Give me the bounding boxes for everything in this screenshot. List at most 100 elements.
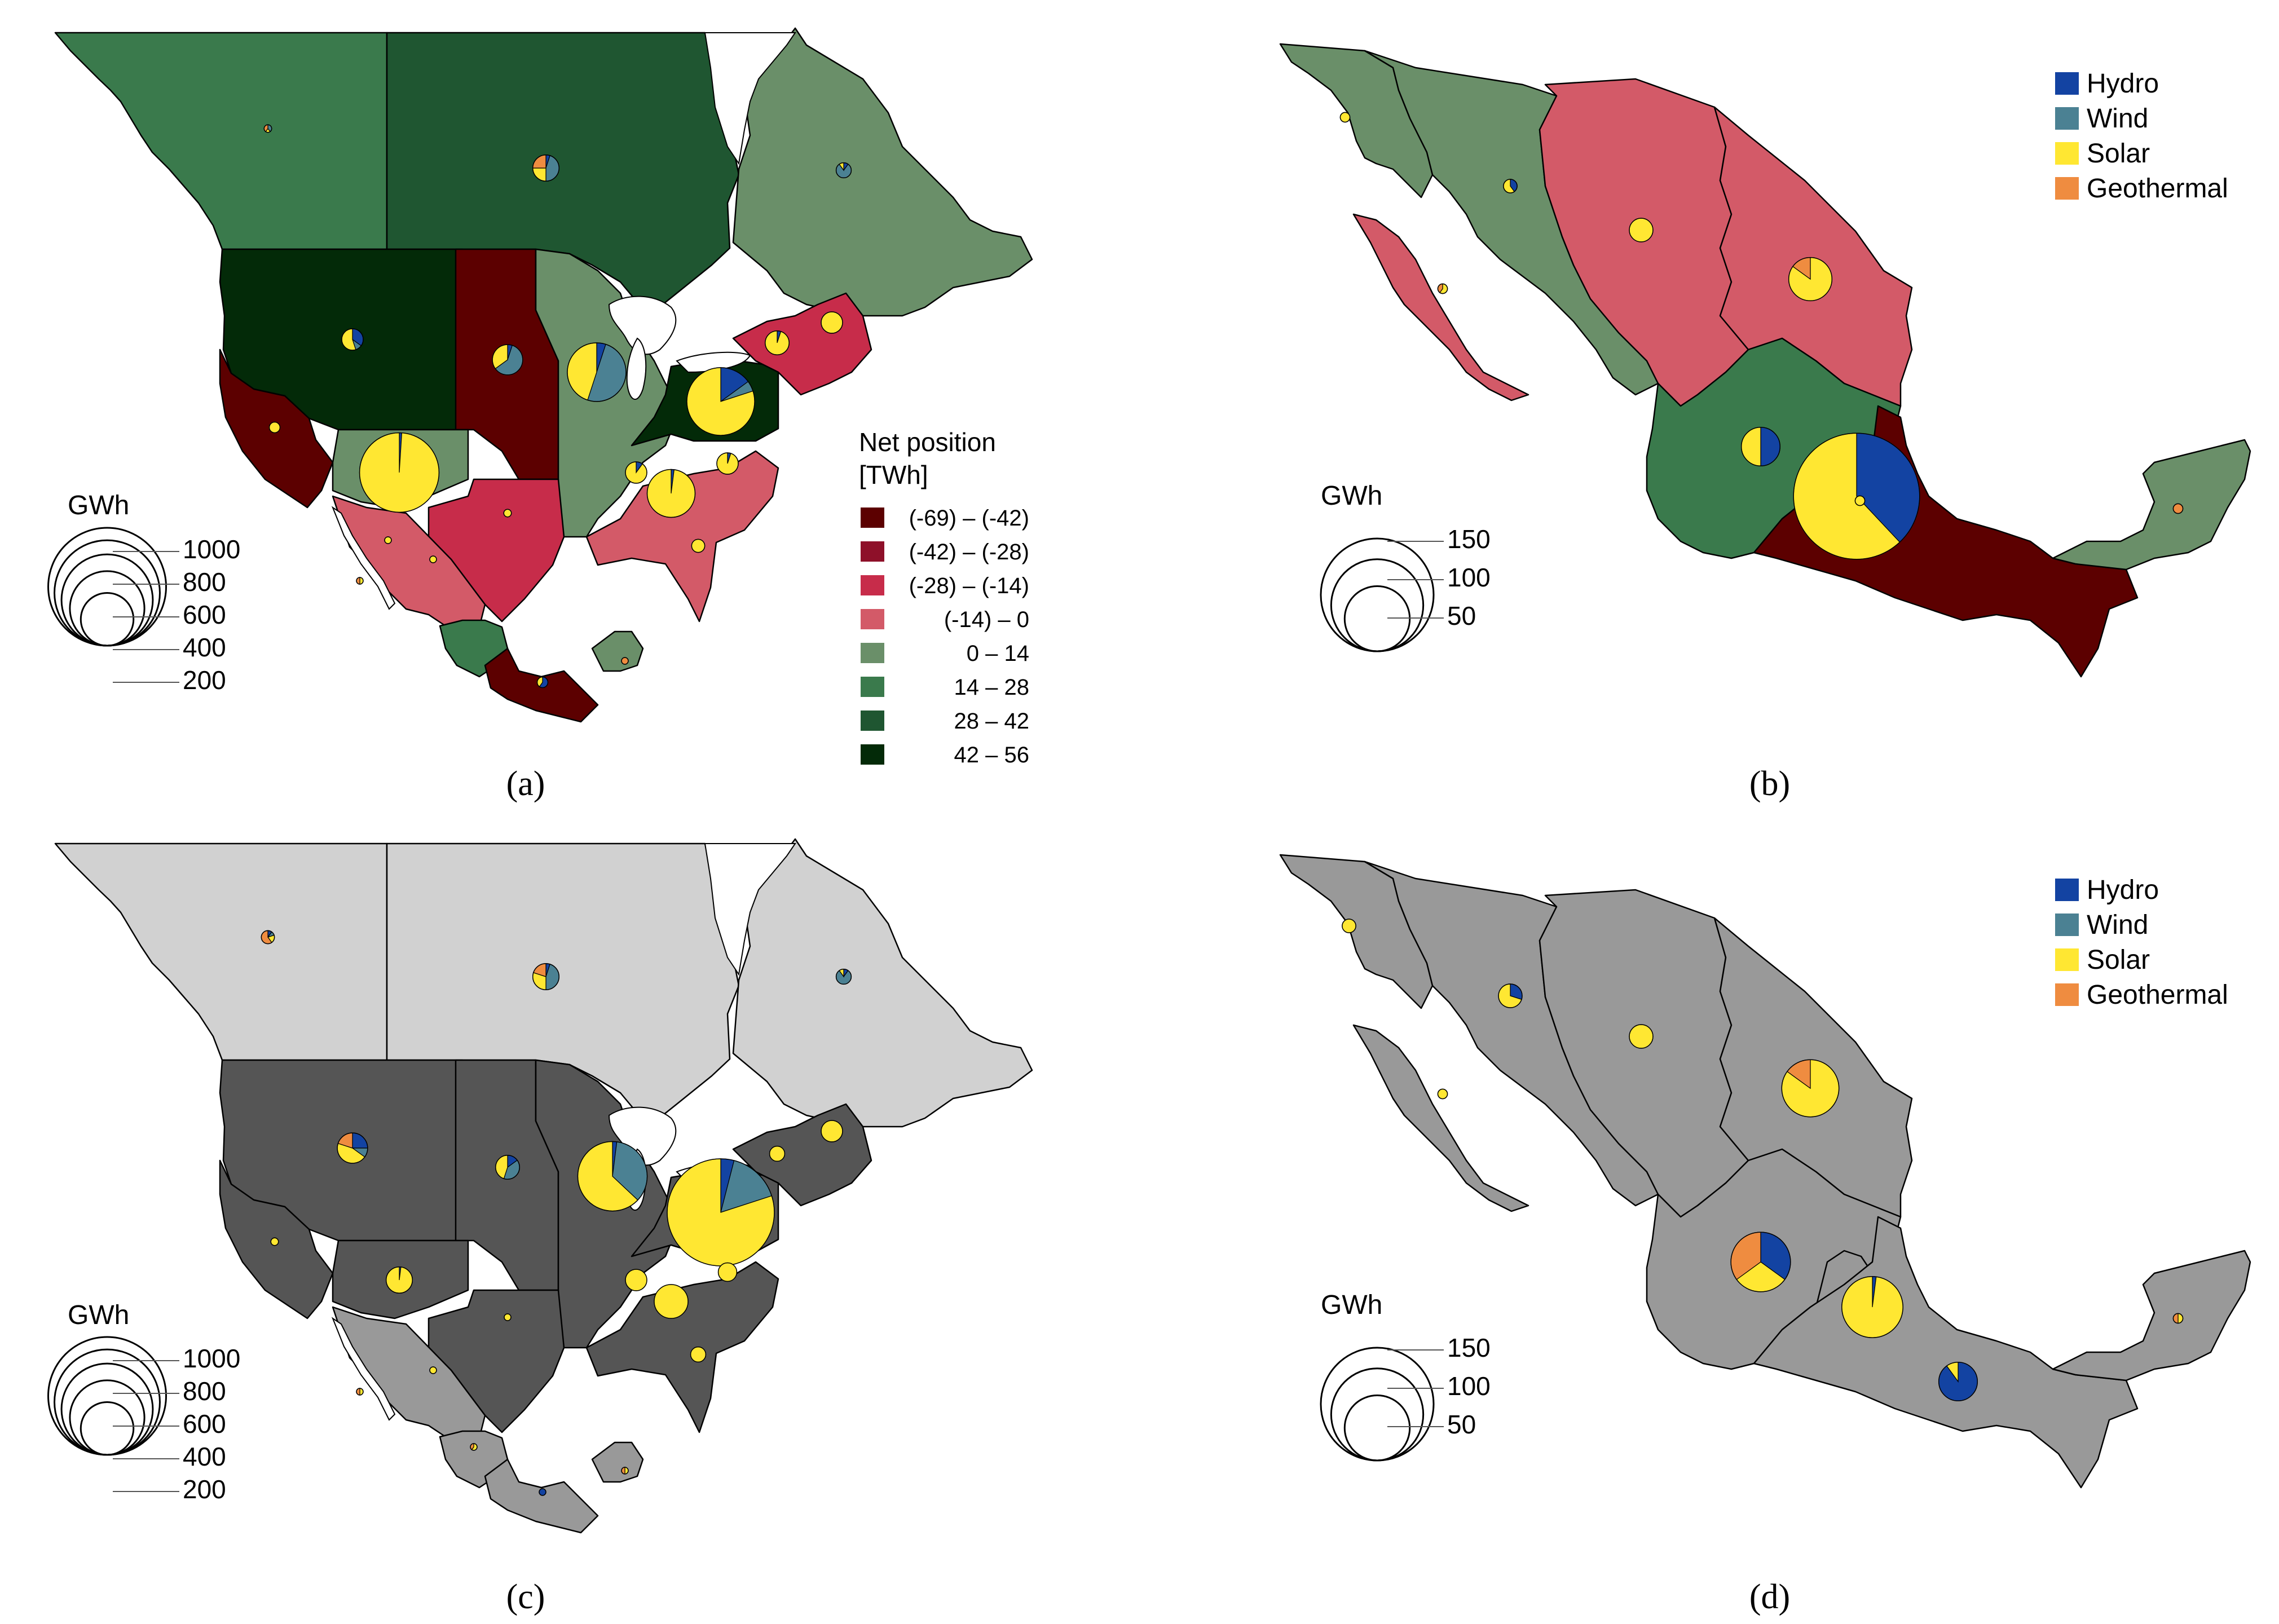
- legend-swatch-wind: [2055, 914, 2079, 936]
- pie-c-5: [577, 1141, 648, 1212]
- pie-outline: [625, 461, 647, 484]
- legend-label: (-42) – (-28): [909, 540, 1029, 564]
- pie-outline: [385, 1266, 413, 1294]
- size-legend-title: GWh: [1321, 481, 1382, 511]
- legend-label-wind: Wind: [2087, 910, 2148, 940]
- size-legend-value: 200: [183, 1475, 226, 1504]
- pie-c-18: [470, 1443, 478, 1451]
- pie-outline: [384, 536, 392, 544]
- size-legend-circle: [1330, 1367, 1425, 1462]
- panel-a-map: [54, 27, 1033, 723]
- size-legend-circle: [1320, 537, 1435, 652]
- pie-outline: [270, 1237, 279, 1246]
- legend-swatch: [861, 575, 884, 595]
- size-legend-d: GWh 150 100 50: [1320, 1290, 1491, 1462]
- pie-outline: [1498, 983, 1523, 1008]
- pie-outline: [717, 1262, 738, 1282]
- legend-swatch: [861, 609, 884, 629]
- legend-swatch: [861, 541, 884, 562]
- pie-a-11: [646, 469, 696, 518]
- pie-b-7: [2172, 503, 2184, 514]
- pie-outline: [1629, 1024, 1654, 1049]
- region-norte: [1539, 889, 1749, 1218]
- size-legend-circle: [1320, 1347, 1435, 1462]
- pie-outline: [567, 342, 627, 402]
- pie-a-18: [384, 536, 392, 544]
- caption-a: (a): [506, 765, 545, 803]
- size-legend-value: 200: [183, 665, 226, 695]
- region-peninsular: [2052, 439, 2251, 571]
- pie-outline: [1841, 1276, 1903, 1338]
- size-legend-value: 100: [1447, 563, 1491, 592]
- pie-c-15: [821, 1120, 843, 1142]
- pie-b-3: [1788, 257, 1833, 302]
- region-mexico-south: [484, 1458, 599, 1534]
- pie-a-20: [621, 657, 629, 665]
- lake-michigan: [626, 337, 647, 400]
- pie-a-14: [716, 452, 739, 475]
- region-norte: [1539, 78, 1749, 407]
- pie-outline: [429, 555, 437, 563]
- pie-d-5: [1841, 1276, 1903, 1338]
- pie-a-5: [567, 342, 627, 402]
- pie-outline: [536, 676, 549, 689]
- legend-label-solar: Solar: [2087, 945, 2150, 975]
- net-position-legend: Net position [TWh] (-69) – (-42) (-42) – …: [859, 427, 1029, 767]
- tech-legend-d: Hydro Wind Solar Geothermal: [2055, 875, 2228, 1010]
- pie-outline: [686, 367, 755, 436]
- pie-c-7: [769, 1145, 786, 1162]
- pie-a-12: [691, 539, 706, 553]
- pie-a-16: [429, 555, 437, 563]
- caption-c: (c): [506, 1578, 545, 1616]
- legend-swatch-hydro: [2055, 879, 2079, 901]
- pie-b-0: [1339, 112, 1351, 123]
- pie-outline: [621, 1467, 629, 1475]
- pie-outline: [504, 1313, 512, 1321]
- caption-d: (d): [1749, 1578, 1790, 1616]
- gulf-of-california: [331, 506, 396, 610]
- pie-outline: [1503, 179, 1518, 193]
- pie-c-20: [621, 1467, 629, 1475]
- hudson-bay: [704, 32, 796, 165]
- pie-outline: [821, 1120, 843, 1142]
- pie-outline: [1437, 1088, 1448, 1100]
- pie-c-2: [835, 968, 852, 985]
- pie-c-12: [690, 1346, 707, 1363]
- legend-swatch: [861, 677, 884, 697]
- pie-outline: [765, 330, 790, 355]
- pie-c-16: [429, 1366, 437, 1374]
- pie-d-1: [1498, 983, 1523, 1008]
- pie-d-6: [1938, 1361, 1978, 1402]
- legend-title: Net position: [859, 427, 996, 457]
- pie-outline: [621, 657, 629, 665]
- pie-c-10: [504, 1313, 512, 1321]
- size-legend-value: 600: [183, 1409, 226, 1438]
- size-legend-value: 150: [1447, 524, 1491, 554]
- size-legend-circle: [69, 1379, 146, 1456]
- size-legend-circle: [69, 570, 146, 647]
- pie-c-19: [539, 1488, 546, 1496]
- legend-swatch: [861, 643, 884, 663]
- hudson-bay: [704, 843, 796, 976]
- legend-label-hydro: Hydro: [2087, 69, 2159, 99]
- size-legend-value: 50: [1447, 601, 1476, 630]
- pie-outline: [503, 509, 512, 518]
- pie-b-8: [1854, 495, 1866, 506]
- pie-a-4: [492, 344, 523, 376]
- size-legend-b: GWh 150 100 50: [1320, 481, 1491, 652]
- pie-a-6: [686, 367, 755, 436]
- pie-outline: [1339, 112, 1351, 123]
- legend-swatch-solar: [2055, 142, 2079, 165]
- pie-outline: [2172, 503, 2184, 514]
- legend-label-hydro: Hydro: [2087, 875, 2159, 905]
- region-peninsular: [2052, 1250, 2251, 1382]
- size-legend-a: GWh 1000 800 600 400 200: [47, 491, 240, 695]
- pie-outline: [495, 1155, 520, 1180]
- pie-layer: [261, 112, 2184, 1496]
- pie-outline: [1793, 433, 1920, 560]
- pie-outline: [691, 539, 706, 553]
- pie-outline: [1788, 257, 1833, 302]
- pie-outline: [492, 344, 523, 376]
- pie-a-19: [536, 676, 549, 689]
- size-legend-value: 400: [183, 1442, 226, 1471]
